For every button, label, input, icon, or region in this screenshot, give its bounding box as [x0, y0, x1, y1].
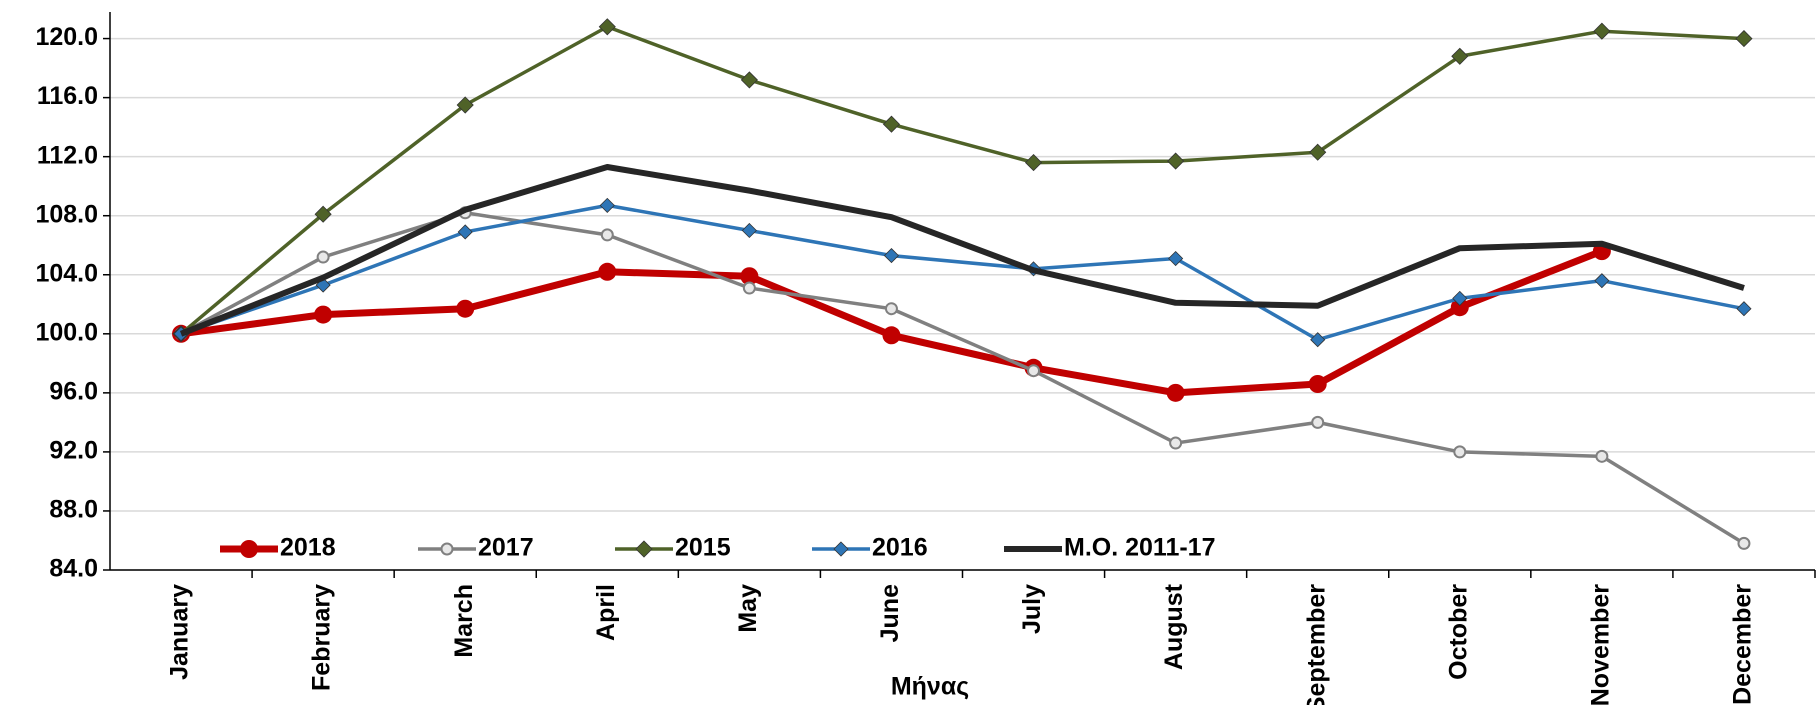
- point: [456, 96, 474, 114]
- y-tick-label: 84.0: [49, 555, 98, 583]
- point: [1024, 154, 1043, 172]
- x-tick-label: February: [308, 584, 336, 691]
- point: [1737, 536, 1751, 550]
- point: [1736, 301, 1752, 317]
- legend-marker: [833, 541, 849, 557]
- x-axis-title: Μήνας: [891, 673, 969, 701]
- x-tick-label: December: [1729, 584, 1757, 705]
- point: [740, 71, 758, 89]
- point: [314, 205, 332, 223]
- point: [1735, 30, 1753, 48]
- point: [600, 228, 614, 242]
- point: [1169, 436, 1183, 450]
- legend-marker: [240, 540, 258, 558]
- legend-label: 2016: [872, 534, 928, 562]
- series: [172, 18, 1753, 343]
- series: [179, 164, 1745, 337]
- y-tick-label: 104.0: [35, 259, 98, 287]
- legend-label: 2015: [675, 534, 731, 562]
- point: [598, 262, 617, 281]
- y-tick-label: 116.0: [37, 82, 98, 110]
- y-tick-label: 120.0: [35, 23, 98, 51]
- legend-marker: [440, 542, 454, 556]
- y-tick-label: 88.0: [49, 496, 98, 524]
- x-tick-label: June: [876, 584, 904, 642]
- point: [1452, 290, 1468, 306]
- point: [1309, 143, 1327, 161]
- x-tick-label: November: [1586, 584, 1614, 705]
- x-tick-label: July: [1018, 584, 1046, 634]
- point: [1594, 273, 1610, 289]
- line: [179, 25, 1745, 336]
- point: [1166, 383, 1185, 402]
- y-tick-label: 112.0: [37, 141, 98, 169]
- point: [1595, 449, 1609, 463]
- point: [314, 305, 333, 324]
- legend-label: 2018: [280, 534, 336, 562]
- point: [1308, 375, 1327, 393]
- x-tick-label: October: [1444, 584, 1472, 680]
- point: [741, 222, 757, 239]
- point: [1167, 152, 1185, 170]
- x-tick-label: April: [592, 584, 620, 641]
- legend-marker: [635, 540, 653, 558]
- series: [172, 242, 1611, 402]
- y-tick-label: 92.0: [49, 437, 98, 465]
- series: [173, 197, 1752, 348]
- point: [456, 299, 475, 318]
- point: [882, 326, 901, 345]
- point: [742, 281, 756, 295]
- point: [884, 302, 898, 316]
- x-tick-label: September: [1302, 584, 1330, 705]
- point: [457, 224, 473, 240]
- x-tick-label: January: [166, 584, 194, 680]
- point: [1311, 415, 1325, 429]
- point: [598, 18, 616, 36]
- legend-label: M.O. 2011-17: [1064, 534, 1215, 562]
- point: [1453, 445, 1467, 459]
- point: [1310, 332, 1326, 348]
- x-tick-label: May: [734, 584, 762, 633]
- point: [1027, 364, 1041, 378]
- y-tick-label: 96.0: [49, 377, 98, 405]
- y-tick-label: 100.0: [35, 318, 98, 346]
- x-tick-label: August: [1160, 583, 1188, 670]
- y-tick-label: 108.0: [35, 200, 98, 228]
- line: [179, 164, 1745, 337]
- line: [180, 247, 1604, 397]
- legend-label: 2017: [478, 534, 534, 562]
- line: [180, 203, 1745, 342]
- point: [1168, 250, 1184, 267]
- x-tick-label: March: [450, 584, 478, 658]
- point: [1451, 47, 1469, 65]
- point: [740, 267, 759, 286]
- point: [599, 197, 615, 213]
- point: [316, 250, 330, 264]
- point: [1593, 22, 1611, 40]
- series: [174, 206, 1751, 550]
- point: [882, 115, 901, 133]
- point: [1450, 298, 1469, 317]
- point: [883, 248, 900, 264]
